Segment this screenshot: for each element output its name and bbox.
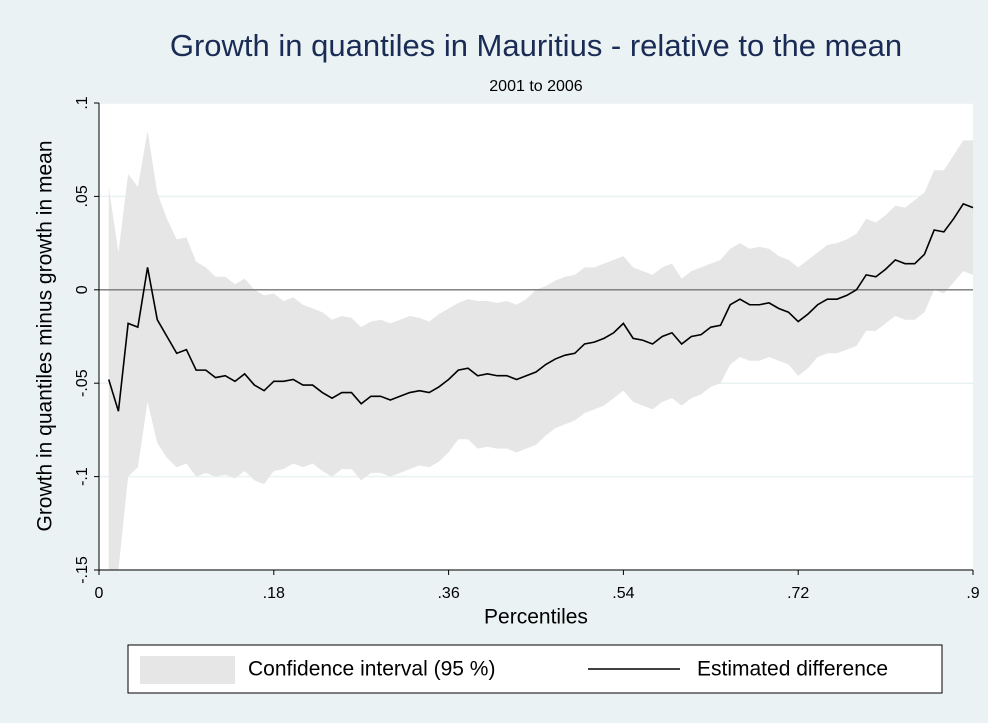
chart-subtitle: 2001 to 2006 — [489, 78, 583, 95]
x-tick-label: .54 — [612, 585, 634, 602]
x-tick-label: .36 — [437, 585, 459, 602]
x-tick-label: .9 — [966, 585, 979, 602]
y-tick-label: 0 — [74, 285, 91, 294]
y-tick-label: .1 — [74, 96, 91, 109]
y-tick-label: -.05 — [74, 369, 91, 397]
y-tick-label: -.1 — [74, 467, 91, 486]
x-tick-label: .18 — [263, 585, 285, 602]
legend-label: Confidence interval (95 %) — [248, 658, 495, 681]
chart-title: Growth in quantiles in Mauritius - relat… — [170, 28, 902, 63]
legend — [127, 644, 943, 694]
x-tick-label: 0 — [95, 585, 104, 602]
line — [107, 202, 974, 412]
y-tick-label: .05 — [74, 185, 91, 207]
confidence-band — [108, 131, 973, 570]
x-axis-label: Percentiles — [484, 606, 588, 629]
x-tick-label: .72 — [787, 585, 809, 602]
y-tick-label: -.15 — [74, 556, 91, 584]
legend-label: Estimated difference — [697, 658, 888, 681]
legend-swatch — [140, 656, 235, 684]
y-axis-label: Growth in quantiles minus growth in mean — [34, 140, 57, 531]
